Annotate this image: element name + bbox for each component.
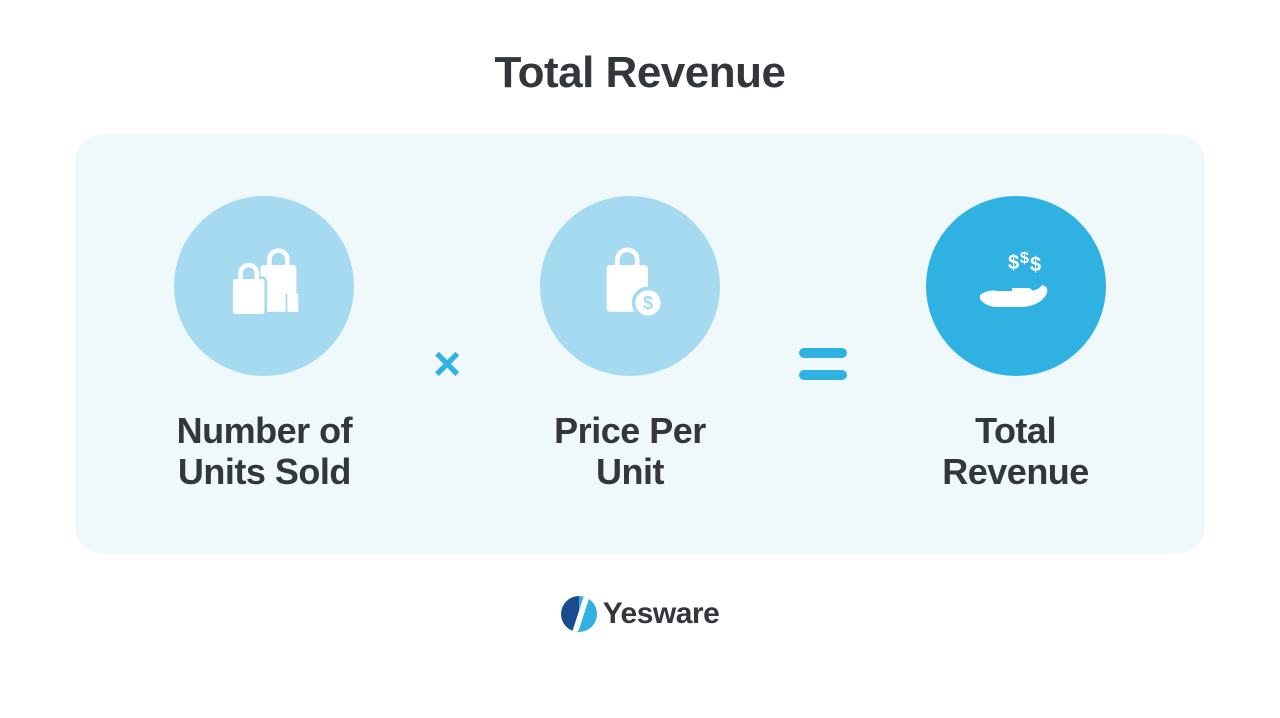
hand-money-icon: $ $ $: [966, 233, 1066, 338]
units-circle: [174, 196, 354, 376]
yesware-logo-icon: [561, 596, 597, 632]
svg-text:$: $: [1008, 252, 1019, 274]
term-price: $ Price Per Unit: [500, 196, 760, 493]
svg-text:$: $: [643, 293, 653, 313]
svg-text:$: $: [1030, 254, 1041, 276]
term-units-label: Number of Units Sold: [177, 410, 353, 493]
svg-text:$: $: [1020, 250, 1029, 267]
brand-name: Yesware: [603, 597, 720, 631]
formula-card: Number of Units Sold × $ Price Per Unit: [75, 134, 1205, 554]
term-revenue-label: Total Revenue: [942, 410, 1089, 493]
page-title: Total Revenue: [495, 48, 786, 98]
bag-price-icon: $: [585, 238, 675, 333]
term-price-label: Price Per Unit: [554, 410, 706, 493]
term-units: Number of Units Sold: [134, 196, 394, 493]
equals-operator: [799, 348, 847, 380]
shopping-bags-icon: [219, 238, 309, 333]
brand-logo: Yesware: [561, 596, 720, 632]
price-circle: $: [540, 196, 720, 376]
term-revenue: $ $ $ Total Revenue: [886, 196, 1146, 493]
revenue-circle: $ $ $: [926, 196, 1106, 376]
multiply-operator: ×: [433, 337, 461, 392]
